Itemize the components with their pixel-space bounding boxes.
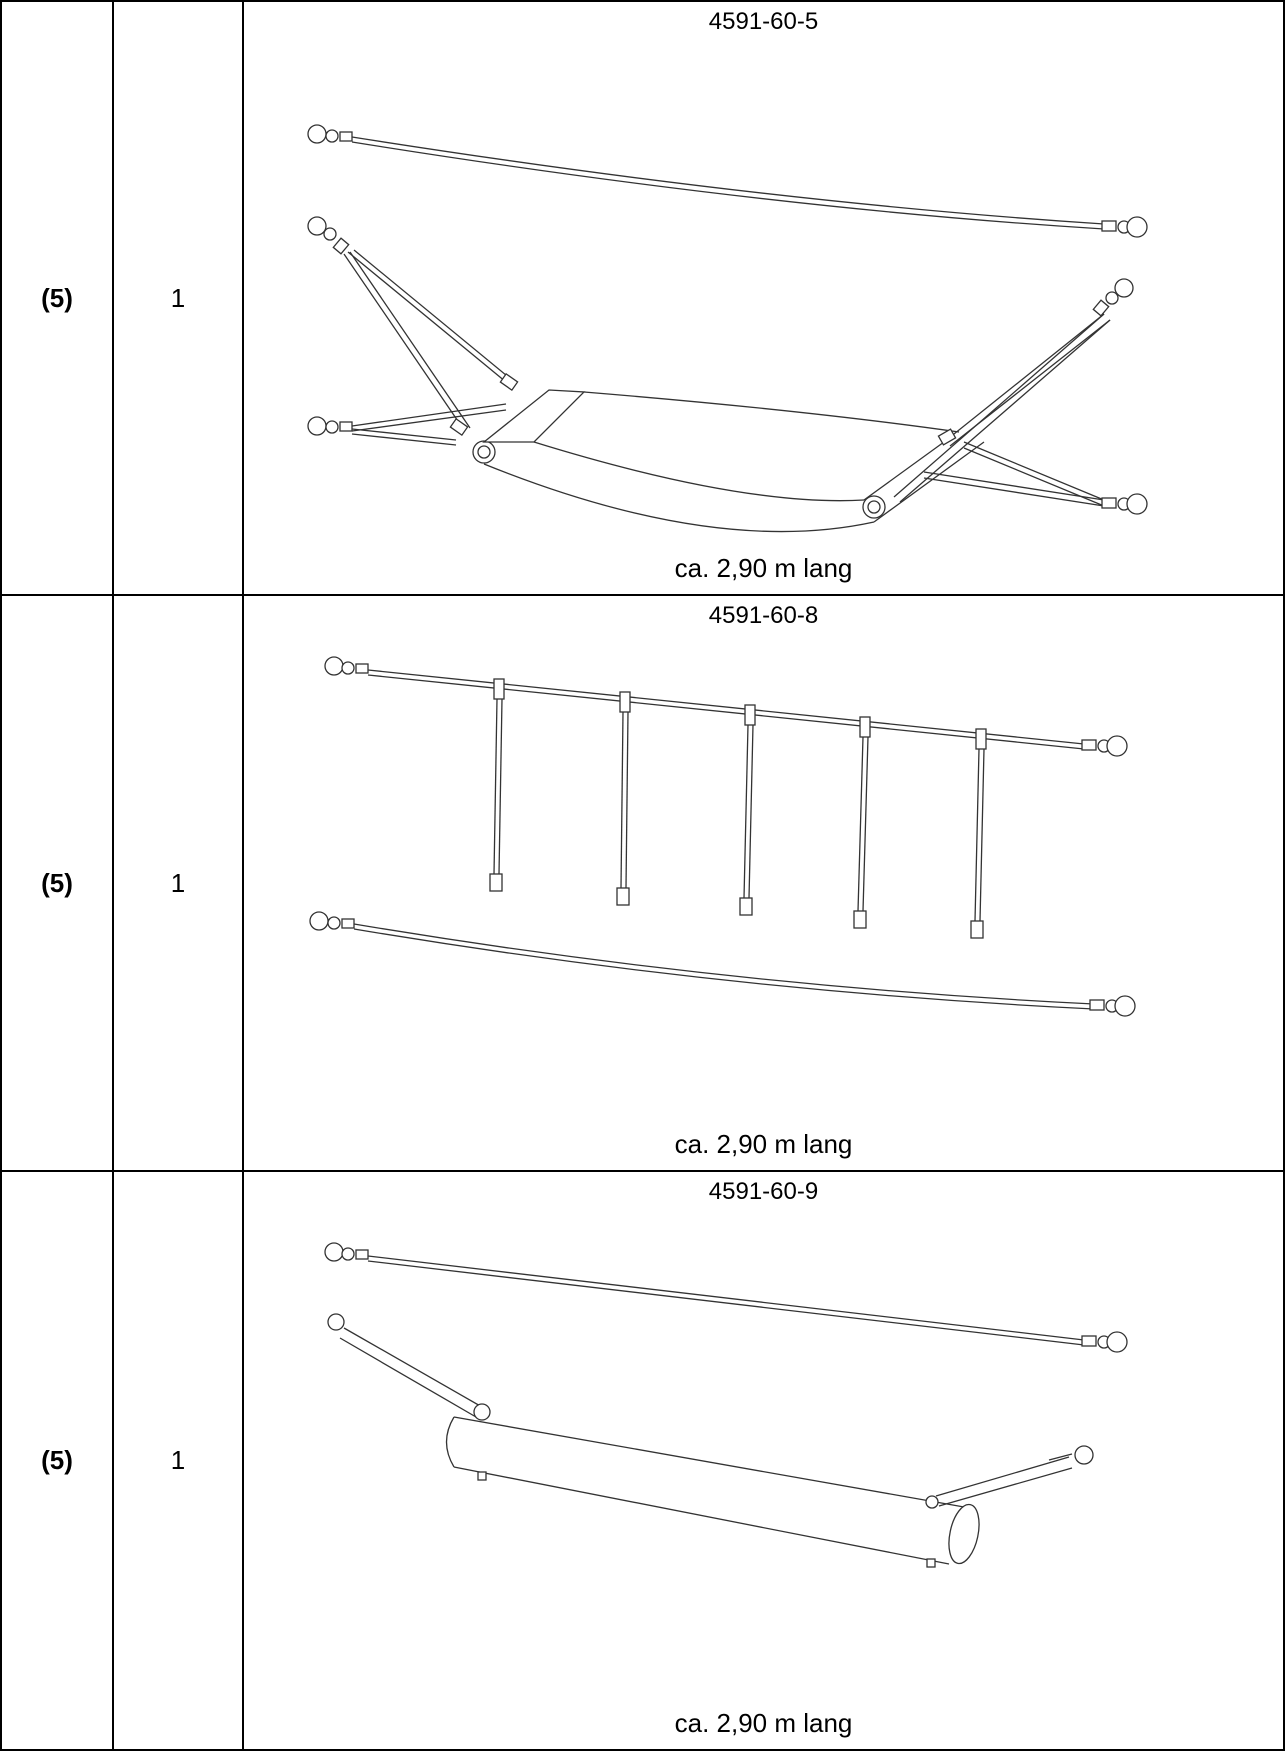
length-label: ca. 2,90 m lang [674, 1708, 853, 1738]
quantity-cell: 1 [112, 1170, 244, 1751]
quantity-cell: 1 [112, 0, 244, 596]
quantity-cell: 1 [112, 594, 244, 1172]
position-cell: (5) [0, 1170, 114, 1751]
top-rope [324, 656, 1128, 757]
drawing-cell: 4591-60-8 [242, 594, 1285, 1172]
table-row: (5) 1 4591-60-8 [0, 594, 1285, 1172]
straps-drawing [309, 656, 1136, 1017]
hanging-straps [489, 678, 987, 939]
table-row: (5) 1 4591-60-9 [0, 1170, 1285, 1751]
part-number: 4591-60-8 [708, 602, 819, 629]
top-rope [307, 124, 1148, 238]
right-frame [862, 278, 1148, 519]
bottom-rope [309, 911, 1136, 1017]
drawing-cell: 4591-60-9 [242, 1170, 1285, 1751]
position-cell: (5) [0, 594, 114, 1172]
right-arm [925, 1445, 1094, 1509]
roller-beam-drawing [324, 1242, 1128, 1568]
table-row: (5) 1 4591-60-5 [0, 0, 1285, 596]
top-rope [324, 1242, 1128, 1353]
part-number: 4591-60-5 [708, 8, 819, 35]
length-label: ca. 2,90 m lang [674, 1129, 853, 1159]
hammock-cloth [482, 389, 985, 533]
drawing-cell: 4591-60-5 [242, 0, 1285, 596]
part-number: 4591-60-9 [708, 1178, 819, 1205]
position-cell: (5) [0, 0, 114, 596]
hammock-drawing [307, 124, 1148, 533]
roller-log [445, 1416, 980, 1568]
left-frame [307, 216, 519, 464]
left-arm [327, 1313, 491, 1421]
length-label: ca. 2,90 m lang [674, 553, 853, 583]
